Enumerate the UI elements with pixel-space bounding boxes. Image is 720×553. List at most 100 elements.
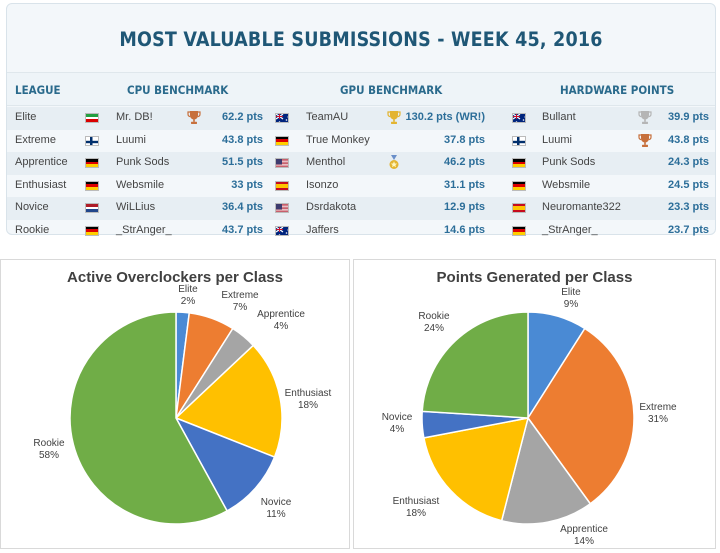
germany-flag-icon xyxy=(85,225,99,236)
netherlands-flag-icon xyxy=(85,203,99,213)
pie-slice-enthusiast xyxy=(422,417,530,522)
category-label: Enthusiast xyxy=(392,496,440,507)
pie-slice-enthusiast xyxy=(174,344,283,458)
percent-label: 24% xyxy=(423,323,444,334)
star-medal-icon xyxy=(387,155,401,170)
gpu-submitter-name[interactable]: Menthol xyxy=(306,156,346,168)
hw-submitter-name[interactable]: _StrAnger_ xyxy=(542,223,598,236)
data-label-apprentice: Apprentice 4% xyxy=(251,309,311,333)
data-label-extreme: Extreme 31% xyxy=(628,402,688,426)
cpu-submitter-name[interactable]: Punk Sods xyxy=(116,156,170,168)
cpu-submitter-name[interactable]: Websmile xyxy=(116,178,165,191)
header-gpu: GPU BENCHMARK xyxy=(340,83,443,97)
gpu-submitter-name[interactable]: Dsrdakota xyxy=(306,201,357,213)
league-name: Apprentice xyxy=(15,156,68,168)
cpu-points[interactable]: 43.8 pts xyxy=(222,133,263,146)
percent-label: 18% xyxy=(297,400,318,411)
category-label: Elite xyxy=(561,287,581,298)
league-name: Elite xyxy=(15,111,37,123)
cpu-submitter-name[interactable]: Luumi xyxy=(116,133,146,146)
percent-label: 7% xyxy=(232,302,248,313)
category-label: Extreme xyxy=(221,290,259,301)
gpu-points[interactable]: 37.8 pts xyxy=(444,133,485,146)
chart-title: Active Overclockers per Class xyxy=(67,269,283,286)
pie-slice-rookie xyxy=(69,311,229,525)
hw-points[interactable]: 23.7 pts xyxy=(668,223,709,236)
hw-points[interactable]: 43.8 pts xyxy=(668,133,709,146)
data-label-elite: Elite 2% xyxy=(158,284,218,308)
category-label: Elite xyxy=(178,284,198,295)
hw-points[interactable]: 23.3 pts xyxy=(668,201,709,213)
gpu-points[interactable]: 130.2 pts (WR!) xyxy=(405,111,485,123)
cpu-points[interactable]: 33 pts xyxy=(231,178,263,191)
gpu-submitter-name[interactable]: TeamAU xyxy=(306,111,349,123)
percent-label: 18% xyxy=(405,508,426,519)
data-label-novice: Novice 11% xyxy=(246,497,306,521)
hw-submitter-name[interactable]: Punk Sods xyxy=(542,156,596,168)
hw-points[interactable]: 24.5 pts xyxy=(668,178,709,191)
germany-flag-icon xyxy=(512,180,526,191)
data-label-rookie: Rookie 58% xyxy=(19,438,79,462)
germany-flag-icon xyxy=(512,225,526,236)
hw-points[interactable]: 39.9 pts xyxy=(668,111,709,123)
page-title: MOST VALUABLE SUBMISSIONS - WEEK 45, 201… xyxy=(119,28,603,51)
gpu-points[interactable]: 31.1 pts xyxy=(444,178,485,191)
data-label-extreme: Extreme 7% xyxy=(210,290,270,314)
percent-label: 58% xyxy=(38,450,59,461)
pie-slice-rookie xyxy=(421,311,529,419)
category-label: Rookie xyxy=(418,311,450,322)
hw-points[interactable]: 24.3 pts xyxy=(668,156,709,168)
category-label: Rookie xyxy=(33,438,65,449)
percent-label: 11% xyxy=(266,509,286,520)
cpu-points[interactable]: 62.2 pts xyxy=(222,111,263,123)
gpu-points[interactable]: 12.9 pts xyxy=(444,201,485,213)
pie-slice-novice xyxy=(174,416,276,512)
category-label: Enthusiast xyxy=(284,388,332,399)
pie-chart xyxy=(421,311,635,525)
percent-label: 14% xyxy=(573,536,594,547)
gpu-submitter-name[interactable]: Jaffers xyxy=(306,223,339,236)
table-row: Rookie _StrAnger_ 43.7 pts Jaffers 14.6 pts _… xyxy=(7,220,715,243)
table-row: Novice WiLLius 36.4 pts Dsrdakota 12.9 pts Ne… xyxy=(7,197,715,220)
hw-submitter-name[interactable]: Bullant xyxy=(542,111,576,123)
usa-flag-icon xyxy=(275,158,289,168)
league-name: Rookie xyxy=(15,223,50,236)
data-label-rookie: Rookie 24% xyxy=(404,311,464,335)
percent-label: 4% xyxy=(273,321,289,332)
gpu-submitter-name[interactable]: Isonzo xyxy=(306,178,339,191)
chart-active-overclockers: Active Overclockers per Class Elite 2% Ext… xyxy=(0,259,350,549)
category-label: Extreme xyxy=(639,402,677,413)
table-row: Elite Mr. DB! 62.2 pts TeamAU 130.2 pts (WR!… xyxy=(7,107,715,130)
pie-slice-extreme xyxy=(527,327,635,505)
cpu-points[interactable]: 51.5 pts xyxy=(222,156,263,168)
chart-points-generated: Points Generated per Class Elite 9% Extrem… xyxy=(353,259,716,549)
cpu-points[interactable]: 36.4 pts xyxy=(222,201,263,213)
finland-flag-icon xyxy=(85,135,99,146)
finland-flag-icon xyxy=(512,135,526,146)
league-name: Extreme xyxy=(15,133,56,146)
gpu-submitter-name[interactable]: True Monkey xyxy=(306,133,370,146)
chart-title: Points Generated per Class xyxy=(436,269,633,286)
percent-label: 2% xyxy=(180,296,196,307)
hw-submitter-name[interactable]: Neuromante322 xyxy=(542,201,621,213)
pie-chart xyxy=(69,311,283,525)
cpu-submitter-name[interactable]: _StrAnger_ xyxy=(116,223,172,236)
usa-flag-icon xyxy=(275,203,289,213)
league-name: Enthusiast xyxy=(15,178,67,191)
cpu-submitter-name[interactable]: WiLLius xyxy=(116,201,156,213)
gpu-points[interactable]: 46.2 pts xyxy=(444,156,485,168)
silver-trophy-icon xyxy=(638,110,652,125)
data-label-enthusiast: Enthusiast 18% xyxy=(386,496,446,520)
data-label-apprentice: Apprentice 14% xyxy=(554,524,614,548)
cpu-points[interactable]: 43.7 pts xyxy=(222,223,263,236)
hw-submitter-name[interactable]: Luumi xyxy=(542,133,572,146)
hw-submitter-name[interactable]: Websmile xyxy=(542,178,591,191)
category-label: Apprentice xyxy=(257,309,305,320)
percent-label: 4% xyxy=(389,424,405,435)
table-row: Apprentice Punk Sods 51.5 pts Menthol 46.2 p… xyxy=(7,152,715,175)
germany-flag-icon xyxy=(85,180,99,191)
table-row: Extreme Luumi 43.8 pts True Monkey 37.8 pts L… xyxy=(7,130,715,153)
category-label: Apprentice xyxy=(560,524,608,535)
cpu-submitter-name[interactable]: Mr. DB! xyxy=(116,111,153,123)
gpu-points[interactable]: 14.6 pts xyxy=(444,223,485,236)
